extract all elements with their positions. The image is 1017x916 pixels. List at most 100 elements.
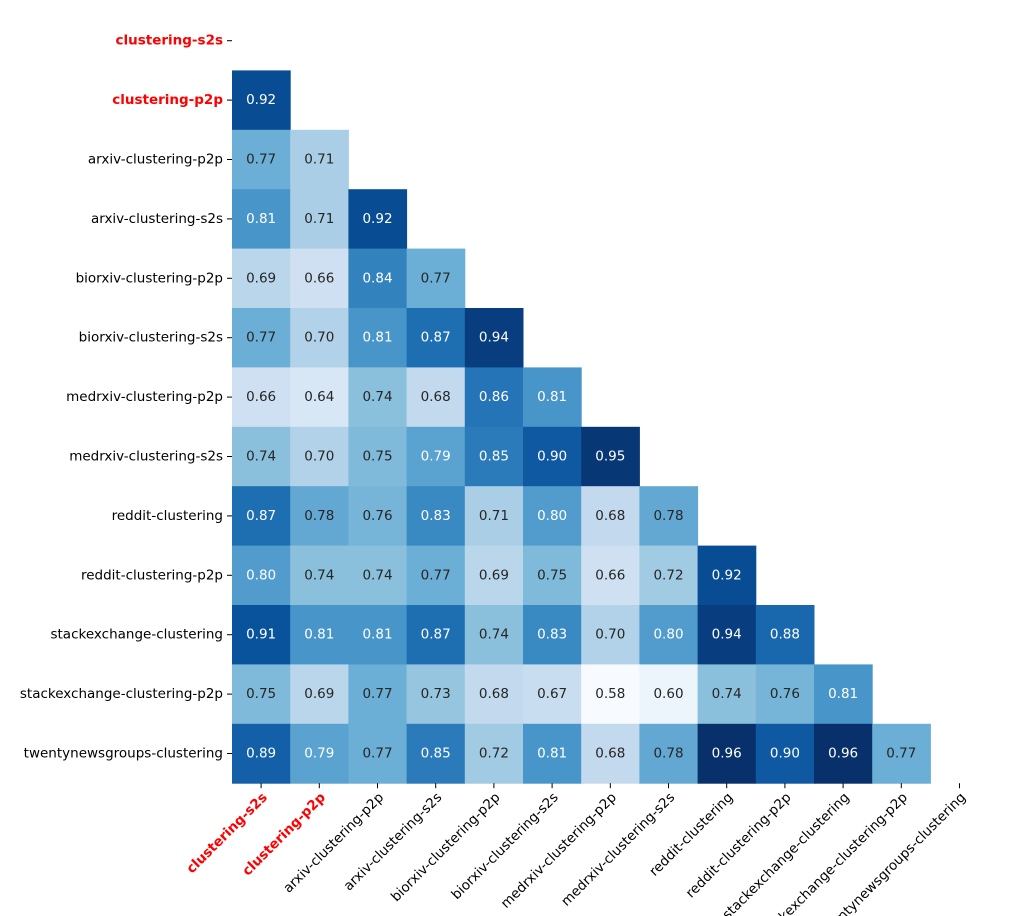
heatmap-cell	[814, 723, 873, 784]
cell-value-label: 0.69	[304, 686, 334, 702]
heatmap-cell	[348, 189, 408, 250]
x-tick-label: medrxiv-clustering-s2s	[558, 790, 678, 910]
heatmap-cell	[290, 723, 349, 784]
heatmap-cell	[232, 129, 291, 190]
x-tick-label: arxiv-clustering-p2p	[280, 790, 387, 897]
x-tick-label: reddit-clustering-p2p	[683, 790, 795, 902]
heatmap-cell	[348, 486, 408, 547]
heatmap-cell	[464, 664, 524, 725]
heatmap-cell	[697, 545, 757, 606]
heatmap-cell	[639, 486, 699, 547]
heatmap-cell	[406, 308, 466, 368]
cell-value-label: 0.68	[421, 389, 451, 405]
y-tick-label: reddit-clustering	[112, 508, 223, 524]
cell-value-label: 0.80	[246, 567, 276, 583]
cell-value-label: 0.87	[421, 330, 451, 346]
heatmap-cell	[523, 426, 582, 487]
cell-value-label: 0.90	[770, 746, 800, 762]
heatmap-cell	[464, 367, 524, 428]
heatmap-cell	[755, 605, 815, 665]
heatmap-cell	[639, 605, 699, 665]
cell-value-label: 0.96	[828, 746, 858, 762]
cell-value-label: 0.83	[421, 508, 451, 524]
heatmap-cell	[290, 426, 349, 487]
heatmap-cell	[290, 129, 349, 190]
y-tick-label: stackexchange-clustering	[50, 627, 223, 643]
cell-value-label: 0.68	[479, 686, 509, 702]
heatmap-cell	[290, 189, 349, 250]
heatmap-cell	[406, 723, 466, 784]
cell-value-label: 0.81	[537, 389, 567, 405]
y-axis-tick-labels: clustering-s2s clustering-p2p arxiv-cluste…	[20, 33, 232, 762]
y-tick-label: biorxiv-clustering-p2p	[76, 270, 223, 286]
y-tick-label: clustering-p2p	[112, 92, 223, 108]
heatmap-cell	[232, 248, 291, 309]
heatmap-cell	[406, 545, 466, 606]
y-tick-label: stackexchange-clustering-p2p	[20, 686, 223, 702]
heatmap-cell	[348, 545, 408, 606]
cell-value-label: 0.86	[479, 389, 509, 405]
cell-value-label: 0.71	[479, 508, 509, 524]
cell-value-label: 0.70	[304, 449, 334, 465]
heatmap-cell	[348, 605, 408, 665]
heatmap-cell	[290, 605, 349, 665]
heatmap-cell	[290, 367, 349, 428]
cell-value-label: 0.80	[537, 508, 567, 524]
cell-value-label: 0.69	[479, 567, 509, 583]
cell-value-label: 0.78	[653, 746, 683, 762]
cell-value-label: 0.80	[653, 627, 683, 643]
cell-value-label: 0.81	[537, 746, 567, 762]
cell-value-label: 0.71	[304, 152, 334, 168]
cell-value-label: 0.67	[537, 686, 567, 702]
cell-value-label: 0.77	[886, 746, 916, 762]
y-tick-label: biorxiv-clustering-s2s	[79, 330, 223, 346]
cell-value-label: 0.75	[362, 449, 392, 465]
x-axis-tick-labels: clustering-s2sclustering-p2parxiv-cluste…	[183, 783, 969, 916]
cell-value-label: 0.64	[304, 389, 334, 405]
heatmap-cell	[232, 367, 291, 428]
cell-value-label: 0.66	[304, 270, 334, 286]
heatmap-cell	[581, 664, 640, 725]
x-tick-label: biorxiv-clustering-p2p	[388, 790, 504, 906]
cell-value-label: 0.89	[246, 746, 276, 762]
cell-value-label: 0.60	[653, 686, 683, 702]
cell-value-label: 0.76	[770, 686, 800, 702]
heatmap-cell	[406, 367, 466, 428]
cell-value-label: 0.77	[421, 567, 451, 583]
cell-value-label: 0.77	[421, 270, 451, 286]
cell-value-label: 0.74	[304, 567, 334, 583]
heatmap-cell	[232, 70, 291, 131]
heatmap-cell	[581, 426, 640, 487]
heatmap-cell	[523, 367, 582, 428]
heatmap-cell	[348, 248, 408, 309]
cell-value-label: 0.79	[304, 746, 334, 762]
heatmap-cells: 0.92 0.77 0.71 0.81 0.71 0.92 0.69 0.66 0.84 0.77…	[232, 70, 931, 784]
cell-value-label: 0.83	[537, 627, 567, 643]
heatmap-cell	[755, 723, 815, 784]
heatmap-cell	[406, 486, 466, 547]
heatmap-cell	[406, 605, 466, 665]
heatmap-cell	[406, 664, 466, 725]
heatmap-cell	[814, 664, 873, 725]
x-tick-label: biorxiv-clustering-s2s	[448, 790, 561, 903]
heatmap-cell	[464, 486, 524, 547]
cell-value-label: 0.79	[421, 449, 451, 465]
heatmap-cell	[523, 664, 582, 725]
cell-value-label: 0.74	[712, 686, 742, 702]
cell-value-label: 0.92	[246, 92, 276, 108]
cell-value-label: 0.74	[479, 627, 509, 643]
heatmap-cell	[348, 664, 408, 725]
cell-value-label: 0.85	[421, 746, 451, 762]
x-tick-label: arxiv-clustering-s2s	[341, 790, 446, 895]
cell-value-label: 0.84	[362, 270, 392, 286]
cell-value-label: 0.81	[362, 627, 392, 643]
heatmap-cell	[872, 723, 931, 784]
y-tick-label: medrxiv-clustering-s2s	[69, 449, 223, 465]
heatmap-cell	[232, 308, 291, 368]
heatmap-cell	[290, 486, 349, 547]
y-tick-label: twentynewsgroups-clustering	[24, 746, 223, 762]
cell-value-label: 0.74	[362, 389, 392, 405]
heatmap-cell	[406, 248, 466, 309]
cell-value-label: 0.76	[362, 508, 392, 524]
